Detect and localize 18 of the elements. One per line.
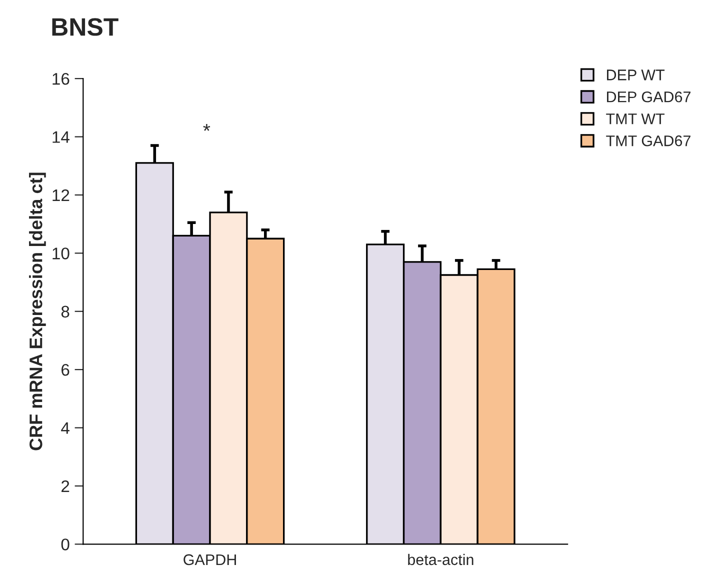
y-tick-label: 0 — [61, 538, 70, 550]
y-tick-label: 8 — [61, 306, 70, 318]
x-tick-label: GAPDH — [184, 554, 236, 566]
x-tick-label: beta-actin — [408, 554, 474, 566]
chart-title: BNST — [52, 18, 118, 36]
y-tick-label: 10 — [52, 248, 70, 260]
legend-label: TMT WT — [606, 114, 665, 124]
y-tick-label: 6 — [62, 364, 70, 376]
legend-label: TMT GAD67 — [606, 135, 690, 146]
y-tick-label: 16 — [52, 72, 70, 85]
legend-label: DEP GAD67 — [607, 91, 690, 102]
y-tick-label: 4 — [61, 422, 70, 434]
annotation: * — [203, 124, 210, 131]
y-tick-label: 2 — [62, 480, 70, 492]
legend-label: DEP WT — [607, 70, 665, 80]
y-tick-label: 14 — [52, 131, 70, 143]
y-axis-title: CRF mRNA Expression [delta ct] — [29, 172, 46, 450]
y-tick-label: 12 — [52, 189, 70, 202]
